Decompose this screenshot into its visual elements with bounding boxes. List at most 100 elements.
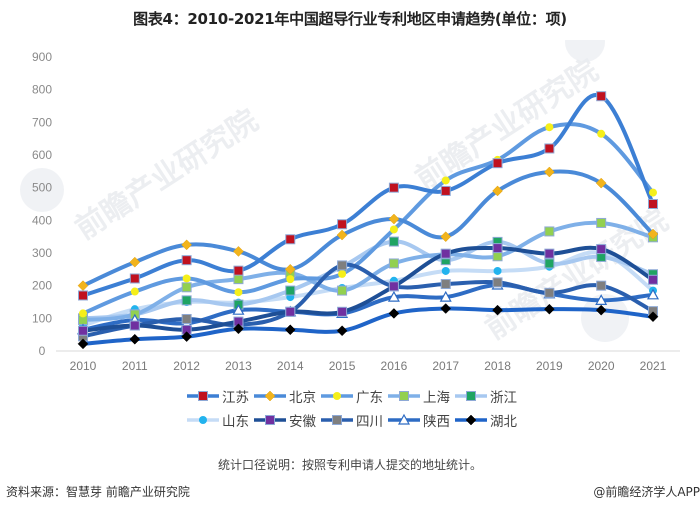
data-point-marker — [646, 288, 660, 300]
data-point-marker — [337, 285, 348, 296]
legend-item: 浙江 — [454, 386, 517, 406]
data-point-marker — [336, 325, 348, 337]
legend-item: 陕西 — [387, 410, 450, 430]
x-tick-label: 2021 — [640, 359, 667, 373]
data-point-marker — [647, 311, 659, 323]
data-point-marker — [544, 248, 555, 259]
x-tick-label: 2018 — [484, 359, 511, 373]
data-point-marker — [492, 185, 503, 197]
series-line — [81, 306, 655, 346]
data-point-marker — [440, 231, 452, 243]
data-point-marker — [596, 91, 607, 102]
data-point-marker — [181, 331, 192, 342]
legend-item: 上海 — [387, 386, 450, 406]
data-point-marker — [181, 255, 192, 266]
data-point-marker — [544, 303, 555, 315]
data-point-marker — [129, 333, 141, 345]
data-point-marker — [544, 258, 555, 269]
data-point-marker — [388, 236, 399, 247]
data-point-marker — [338, 269, 347, 278]
data-point-marker — [129, 273, 140, 284]
statistics-note: 统计口径说明：按照专利申请人提交的地址统计。 — [217, 458, 482, 472]
data-point-marker — [440, 248, 451, 259]
data-point-marker — [493, 266, 502, 275]
data-point-marker — [181, 239, 192, 251]
chart-legend: 江苏 北京 广东 上海 浙江 山东 安徽 四川 陕西 湖北 — [186, 384, 556, 432]
legend-swatch-icon — [187, 416, 219, 424]
data-point-marker — [182, 274, 191, 283]
legend-swatch-icon — [388, 391, 420, 401]
data-point-marker — [388, 258, 399, 269]
x-tick-label: 2017 — [432, 359, 459, 373]
data-point-marker — [388, 213, 400, 225]
data-point-marker — [79, 309, 87, 318]
x-tick-label: 2014 — [277, 359, 304, 373]
data-point-marker — [233, 265, 244, 276]
data-point-marker — [286, 275, 295, 284]
data-point-marker — [544, 166, 555, 178]
data-point-marker — [440, 185, 451, 196]
data-point-marker — [78, 325, 88, 336]
legend-item: 江苏 — [186, 386, 249, 406]
legend-label: 浙江 — [490, 390, 517, 406]
data-point-marker — [544, 143, 555, 154]
data-point-marker — [285, 306, 296, 317]
data-source: 资料来源：智慧芽 前瞻产业研究院 — [6, 485, 190, 499]
data-point-marker — [130, 287, 139, 296]
legend-item: 山东 — [186, 410, 249, 430]
x-tick-label: 2013 — [225, 359, 252, 373]
y-tick-label: 600 — [32, 148, 52, 162]
data-point-marker — [233, 246, 244, 257]
data-point-marker — [181, 313, 192, 324]
series-line — [81, 169, 655, 288]
series-markers — [76, 91, 660, 350]
data-point-marker — [648, 274, 658, 285]
legend-swatch-icon — [455, 391, 487, 401]
data-point-marker — [492, 304, 503, 316]
data-point-marker — [440, 303, 452, 314]
legend-row: 山东 安徽 四川 陕西 湖北 — [186, 408, 556, 432]
data-point-marker — [234, 288, 243, 297]
x-tick-label: 2016 — [381, 359, 408, 373]
legend-swatch-icon — [388, 413, 420, 425]
data-point-marker — [284, 324, 296, 336]
data-point-marker — [233, 274, 244, 285]
legend-item: 北京 — [253, 386, 316, 406]
legend-swatch-icon — [321, 415, 353, 425]
data-point-marker — [389, 225, 398, 234]
data-point-marker — [337, 306, 348, 317]
data-point-marker — [337, 260, 348, 271]
data-point-marker — [544, 226, 555, 237]
data-point-marker — [597, 129, 606, 138]
data-point-marker — [129, 320, 140, 331]
y-tick-label: 700 — [32, 115, 52, 129]
data-point-marker — [77, 338, 89, 350]
legend-item: 湖北 — [454, 410, 517, 430]
data-point-marker — [492, 277, 503, 288]
data-point-marker — [649, 188, 657, 197]
data-point-marker — [388, 308, 400, 319]
x-tick-label: 2011 — [122, 359, 148, 373]
data-point-marker — [544, 287, 555, 298]
data-point-marker — [647, 228, 659, 240]
data-point-marker — [648, 199, 658, 209]
legend-label: 陕西 — [423, 414, 450, 430]
legend-item: 广东 — [320, 386, 383, 406]
y-tick-label: 300 — [32, 246, 52, 260]
legend-label: 上海 — [423, 390, 450, 406]
legend-swatch-icon — [455, 414, 487, 426]
legend-swatch-icon — [254, 415, 286, 425]
data-point-marker — [492, 251, 503, 262]
data-point-marker — [440, 279, 451, 290]
data-point-marker — [596, 244, 607, 255]
y-tick-label: 400 — [32, 213, 52, 227]
legend-label: 北京 — [289, 390, 316, 406]
data-point-marker — [284, 263, 296, 275]
x-tick-label: 2020 — [588, 359, 615, 373]
data-point-marker — [545, 123, 554, 132]
data-point-marker — [595, 177, 607, 189]
y-tick-label: 100 — [32, 311, 52, 325]
data-point-marker — [233, 323, 244, 335]
y-tick-label: 800 — [32, 83, 52, 97]
data-point-marker — [441, 176, 450, 185]
